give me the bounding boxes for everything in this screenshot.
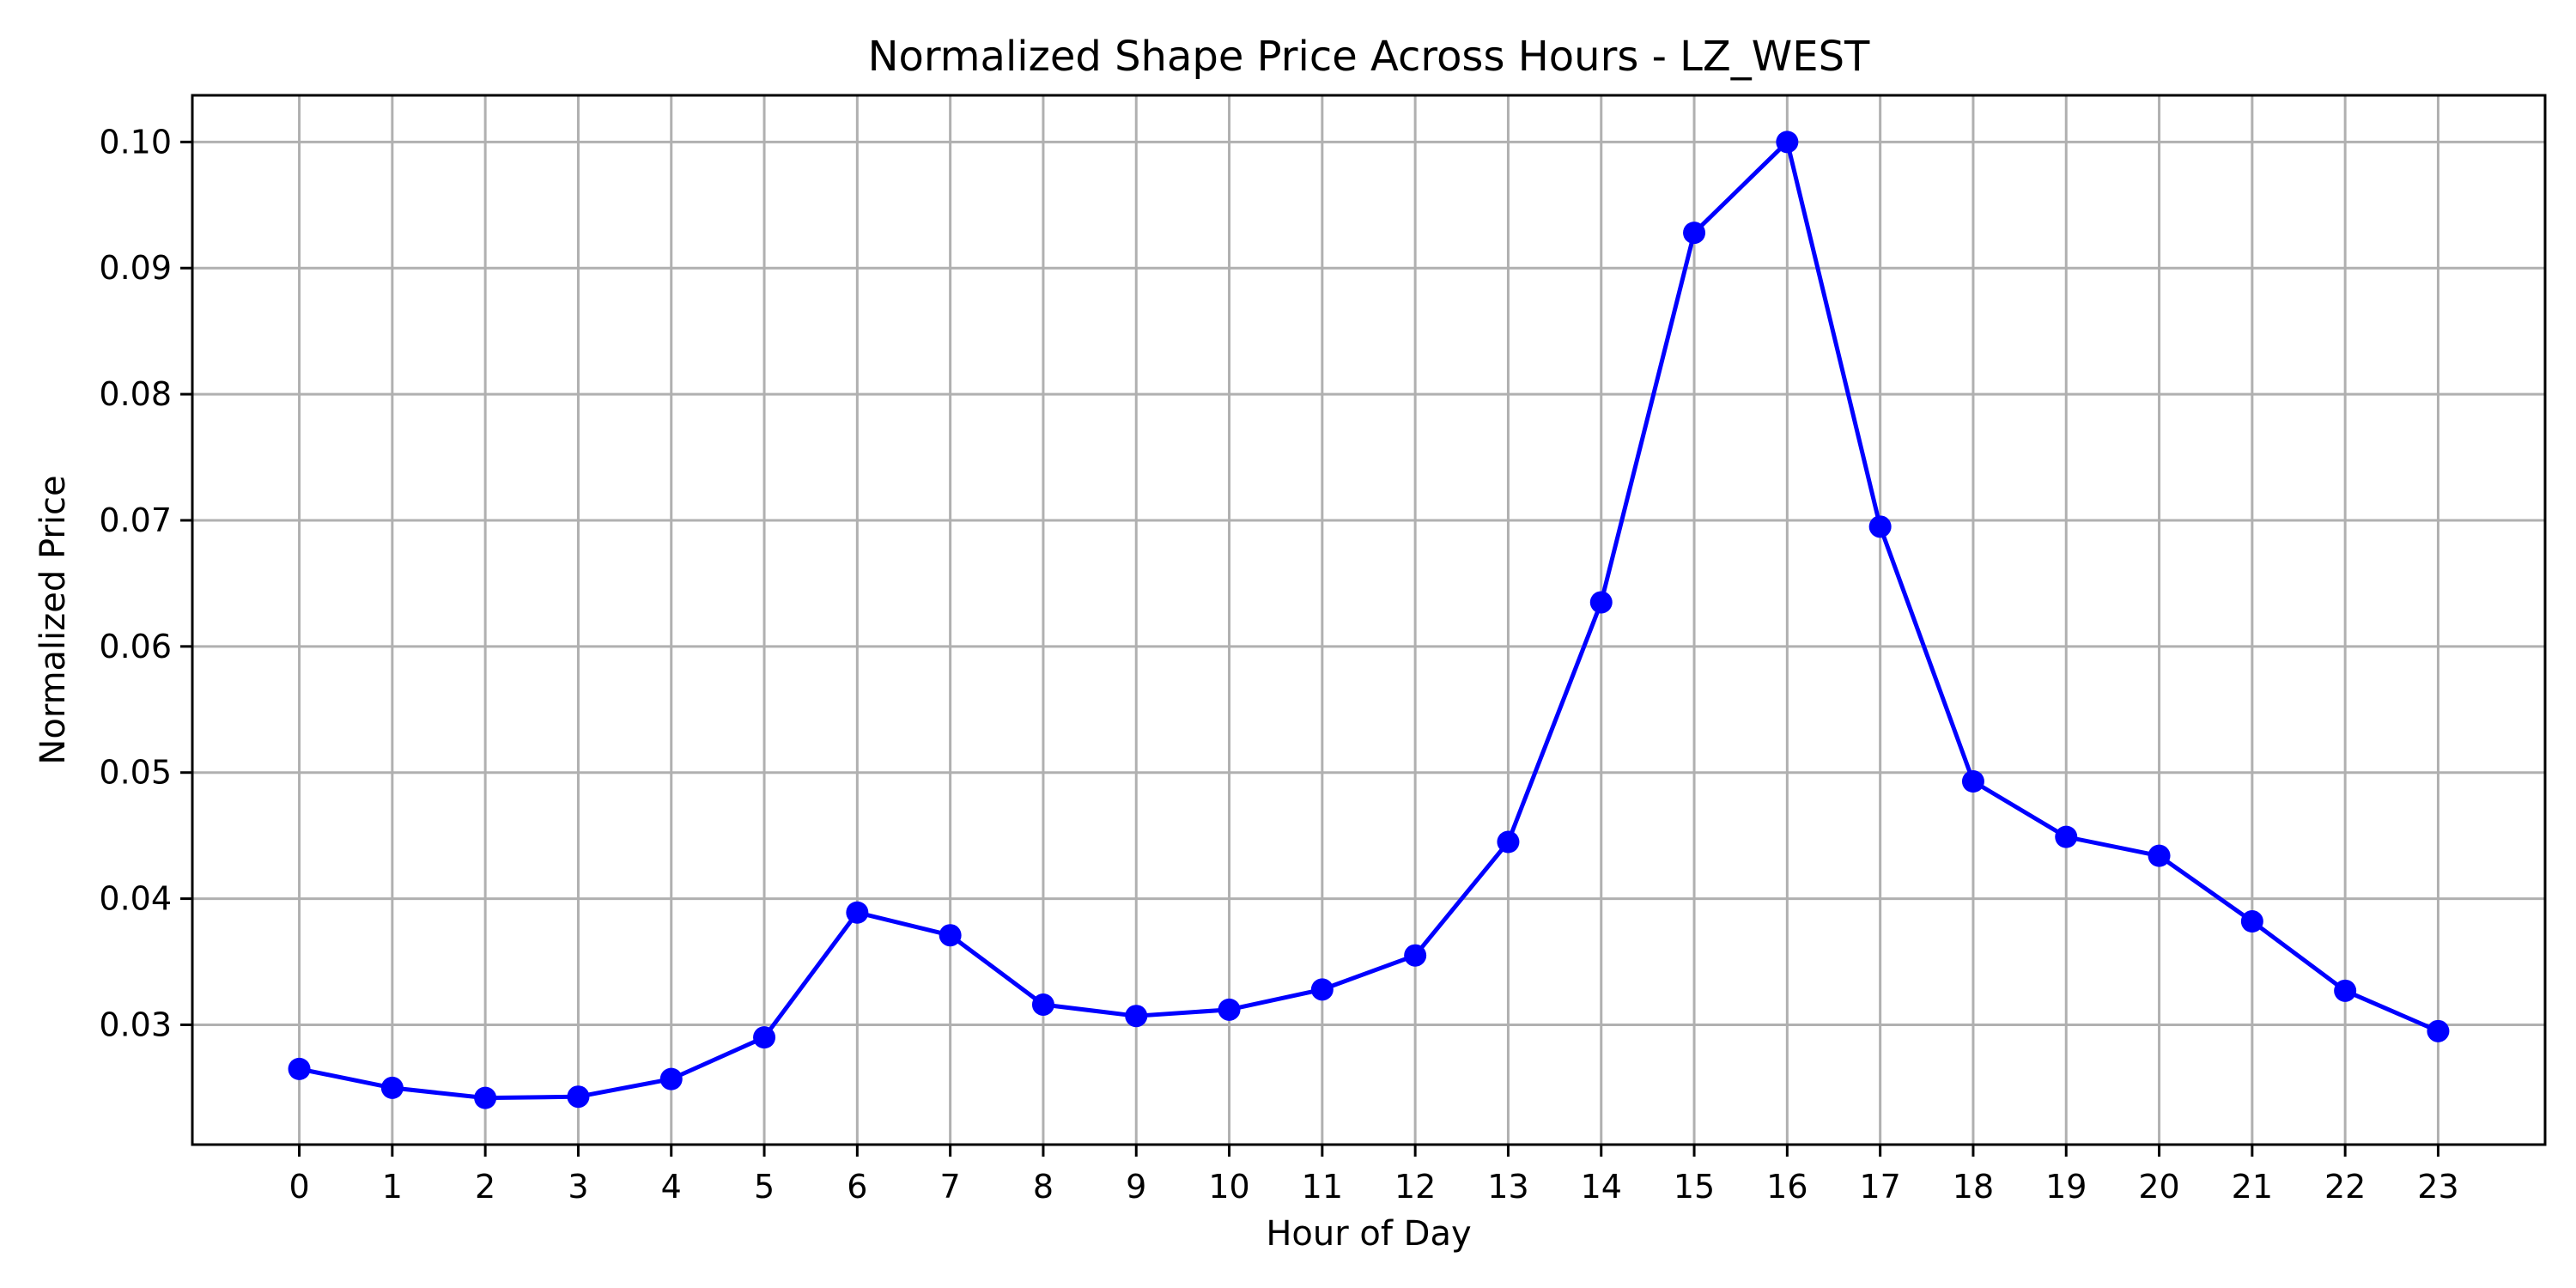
y-tick-label: 0.03 [99,1005,172,1043]
x-tick-label: 0 [289,1168,309,1206]
data-point [846,901,869,924]
data-point [1683,222,1706,245]
x-tick-label: 18 [1953,1168,1994,1206]
data-point [1497,830,1520,854]
x-axis-label: Hour of Day [1266,1214,1471,1254]
y-tick-label: 0.08 [99,375,172,413]
y-tick-label: 0.10 [99,123,172,161]
x-tick-label: 6 [847,1168,867,1206]
data-point [1125,1005,1148,1028]
data-point [1868,515,1892,538]
x-tick-label: 15 [1674,1168,1715,1206]
x-tick-label: 16 [1766,1168,1807,1206]
x-tick-label: 22 [2324,1168,2366,1206]
data-point [1961,770,1984,793]
plot-frame [191,94,2547,1146]
data-point [2240,910,2263,933]
x-tick-label: 1 [382,1168,403,1206]
series [288,131,2450,1109]
data-point [288,1057,311,1080]
y-tick-label: 0.06 [99,628,172,665]
data-point [1031,993,1054,1016]
y-tick-label: 0.04 [99,880,172,918]
x-tick-label: 23 [2417,1168,2458,1206]
x-tick-label: 5 [754,1168,775,1206]
chart-title: Normalized Shape Price Across Hours - LZ… [868,33,1870,81]
x-tick-label: 3 [568,1168,588,1206]
x-tick-label: 21 [2232,1168,2273,1206]
y-tick-label: 0.07 [99,501,172,539]
grid [192,95,2545,1145]
x-tick-label: 14 [1581,1168,1622,1206]
data-point [474,1086,497,1109]
x-tick-label: 20 [2138,1168,2179,1206]
data-point [1776,131,1799,154]
y-tick-label: 0.09 [99,249,172,287]
x-tick-label: 12 [1394,1168,1436,1206]
data-point [1589,591,1613,614]
x-tick-label: 13 [1487,1168,1528,1206]
x-tick-label: 17 [1859,1168,1900,1206]
x-tick-label: 8 [1033,1168,1054,1206]
series-line [299,139,2439,1101]
data-point [380,1076,404,1099]
data-point [1404,944,1427,967]
data-point [2427,1019,2450,1042]
data-point [567,1085,590,1109]
x-tick-label: 4 [661,1168,682,1206]
y-axis-label: Normalized Price [33,475,73,764]
x-tick-label: 10 [1208,1168,1249,1206]
data-point [1218,998,1241,1021]
x-tick-label: 2 [475,1168,495,1206]
axis-ticks: 0 1 2 3 4 5 6 7 8 9 10 11 12 13 14 15 16 17 18 19 20 21 22 230.… [99,123,2458,1206]
x-tick-label: 11 [1302,1168,1343,1206]
data-point [2334,979,2357,1002]
data-point [753,1026,776,1049]
x-tick-label: 7 [940,1168,961,1206]
data-point [939,924,962,947]
data-point [2148,844,2171,867]
data-point [1310,978,1334,1001]
data-point [659,1067,683,1091]
data-point [2055,825,2078,848]
y-tick-label: 0.05 [99,754,172,792]
x-tick-label: 19 [2045,1168,2087,1206]
x-tick-label: 9 [1126,1168,1146,1206]
